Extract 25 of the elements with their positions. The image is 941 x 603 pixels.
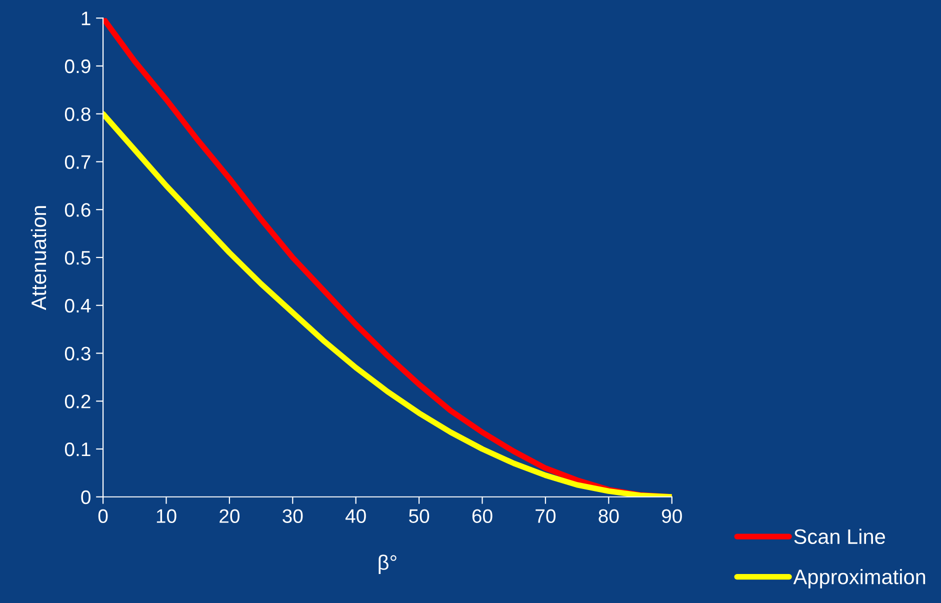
- x-tick-label: 90: [662, 509, 682, 523]
- legend-label: Approximation: [793, 568, 926, 588]
- x-tick-label: 80: [598, 509, 619, 523]
- x-tick-label: 20: [220, 509, 240, 523]
- y-tick-label: 0.4: [64, 298, 91, 313]
- y-tick-label: 0.1: [64, 442, 90, 456]
- y-axis-title: Attenuation: [30, 206, 46, 310]
- y-tick-label: 0.2: [64, 394, 90, 408]
- x-tick-label: 30: [282, 509, 303, 523]
- y-tick-label: 0.6: [64, 203, 90, 217]
- y-tick-label: 1: [82, 12, 90, 26]
- y-tick-label: 0.7: [64, 155, 90, 169]
- x-axis-title: β°: [378, 554, 396, 574]
- x-tick-label: 40: [345, 509, 366, 523]
- y-tick-label: 0.9: [64, 59, 90, 74]
- x-tick-label: 60: [472, 509, 492, 523]
- legend-label: Scan Line: [794, 528, 885, 544]
- y-tick-label: 0.3: [64, 346, 90, 360]
- x-tick-label: 10: [156, 509, 176, 523]
- y-tick-label: 0.5: [64, 250, 90, 265]
- x-tick-label: 50: [409, 509, 430, 523]
- y-tick-label: 0.8: [64, 107, 90, 122]
- x-tick-label: 70: [536, 509, 556, 523]
- y-tick-label: 0: [81, 490, 90, 504]
- x-tick-label: 0: [98, 509, 108, 523]
